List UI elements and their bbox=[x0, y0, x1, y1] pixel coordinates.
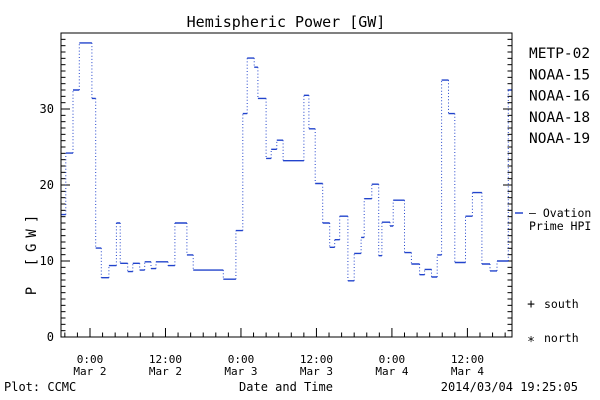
x-axis-title: Date and Time bbox=[239, 380, 333, 394]
marker-symbol: + bbox=[527, 297, 535, 312]
y-tick-label: 20 bbox=[40, 178, 54, 192]
footer-plot-source: Plot: CCMC bbox=[4, 380, 76, 394]
series-step-vertical-path bbox=[65, 42, 509, 281]
marker-label: north bbox=[544, 331, 579, 345]
data-series bbox=[61, 42, 512, 282]
y-axis-title: P [GW] bbox=[24, 209, 40, 296]
x-tick-date-label: Mar 2 bbox=[149, 365, 182, 378]
x-tick-time-label: 12:00 bbox=[149, 353, 182, 366]
y-tick-label: 30 bbox=[40, 102, 54, 116]
legend-satellite-label: NOAA-19 bbox=[529, 131, 590, 147]
y-tick-label: 10 bbox=[40, 254, 54, 268]
x-tick-time-label: 12:00 bbox=[451, 353, 484, 366]
legend-satellite-label: METP-02 bbox=[529, 46, 590, 62]
footer-timestamp: 2014/03/04 19:25:05 bbox=[441, 380, 578, 394]
x-tick-time-label: 12:00 bbox=[300, 353, 333, 366]
x-tick-time-label: 0:00 bbox=[77, 353, 104, 366]
y-tick-label: 0 bbox=[47, 330, 54, 344]
x-tick-time-label: 0:00 bbox=[228, 353, 255, 366]
marker-label: south bbox=[544, 297, 579, 311]
x-tick-date-label: Mar 3 bbox=[224, 365, 257, 378]
ovation-label-line2: Prime HPI bbox=[529, 219, 591, 233]
legend-satellites: METP-02 NOAA-15 NOAA-16 NOAA-18 NOAA-19 bbox=[529, 46, 590, 147]
plot-frame bbox=[60, 32, 513, 338]
x-tick-time-label: 0:00 bbox=[379, 353, 406, 366]
series-step-horizontal-path bbox=[61, 42, 512, 282]
legend-satellite-label: NOAA-16 bbox=[529, 89, 590, 105]
marker-annotations: + south * north bbox=[527, 297, 579, 350]
x-tick-date-label: Mar 2 bbox=[73, 365, 106, 378]
legend-satellite-label: NOAA-18 bbox=[529, 110, 590, 126]
chart-title: Hemispheric Power [GW] bbox=[187, 13, 386, 31]
x-tick-date-label: Mar 4 bbox=[451, 365, 484, 378]
x-tick-date-label: Mar 4 bbox=[375, 365, 408, 378]
x-tick-date-label: Mar 3 bbox=[300, 365, 333, 378]
legend-satellite-label: NOAA-15 bbox=[529, 67, 590, 83]
ovation-label-line1: – Ovation bbox=[529, 206, 591, 220]
marker-symbol: * bbox=[527, 335, 535, 350]
